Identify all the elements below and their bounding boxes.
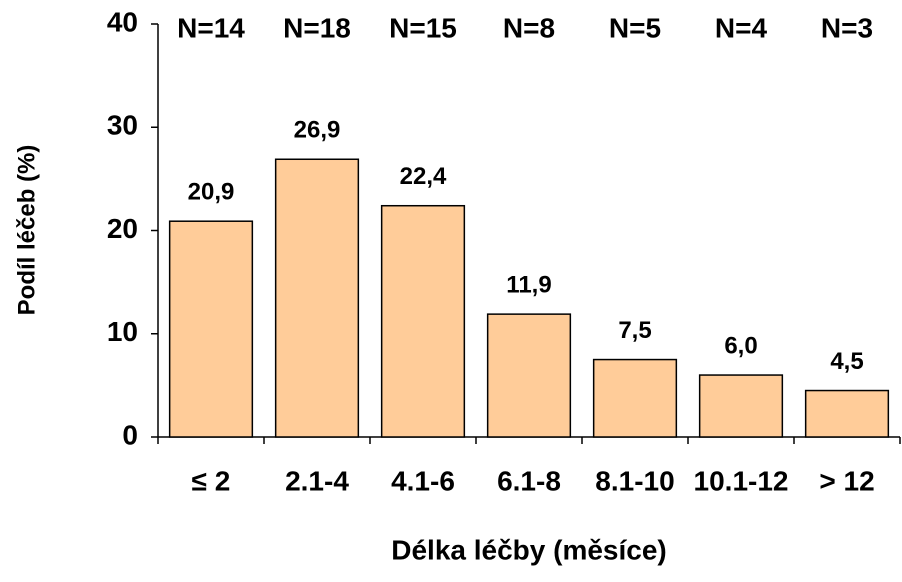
y-tick-label: 20 [107, 213, 138, 244]
x-axis-title: Délka léčby (měsíce) [391, 534, 667, 565]
value-label: 7,5 [618, 317, 651, 344]
value-label: 11,9 [506, 271, 551, 298]
annotation: N=15 [389, 12, 457, 43]
bar [486, 313, 572, 438]
annotation: N=3 [821, 12, 873, 43]
bar [804, 389, 890, 438]
value-label: 6,0 [724, 332, 757, 359]
x-tick-label: > 12 [819, 465, 874, 496]
value-label: 26,9 [294, 117, 341, 144]
bar [380, 204, 466, 438]
y-axis-title: Podíl léčeb (%) [13, 145, 40, 316]
annotation: N=5 [609, 12, 661, 43]
y-tick-label: 40 [107, 6, 138, 37]
x-tick-label: 2.1-4 [285, 465, 349, 496]
y-tick-label: 0 [122, 419, 138, 450]
y-tick-label: 30 [107, 110, 138, 141]
x-tick-label: 8.1-10 [595, 465, 674, 496]
annotation: N=18 [283, 12, 351, 43]
value-label: 20,9 [188, 179, 235, 206]
annotation: N=14 [177, 12, 245, 43]
y-tick-label: 10 [107, 316, 138, 347]
value-label: 4,5 [830, 348, 863, 375]
x-tick-label: ≤ 2 [192, 465, 231, 496]
value-label: 22,4 [400, 163, 447, 190]
bar [592, 358, 678, 438]
x-tick-label: 4.1-6 [391, 465, 455, 496]
bar [274, 158, 360, 438]
annotation: N=4 [715, 12, 768, 43]
x-tick-label: 10.1-12 [694, 465, 789, 496]
x-tick-label: 6.1-8 [497, 465, 561, 496]
bar [698, 374, 784, 438]
bar [168, 220, 254, 438]
annotation: N=8 [503, 12, 555, 43]
